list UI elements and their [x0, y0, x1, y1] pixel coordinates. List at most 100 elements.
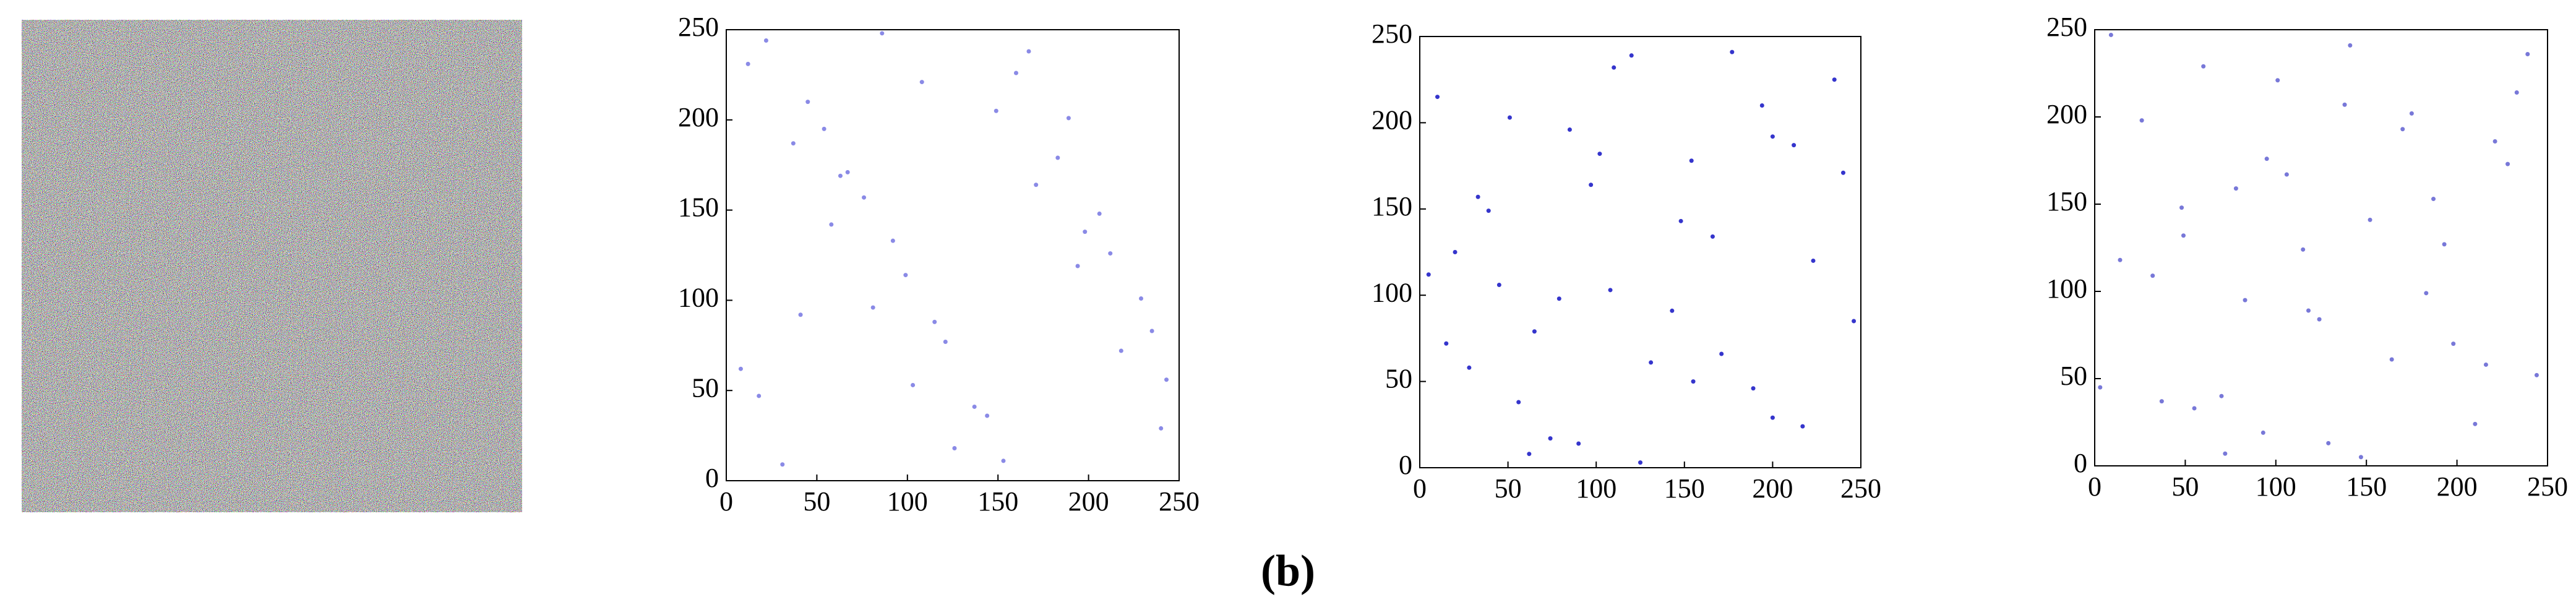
x-tick-label: 50 [1495, 473, 1522, 504]
x-tick-label: 200 [1752, 473, 1793, 504]
y-tick-label: 0 [2074, 448, 2087, 478]
point [1516, 400, 1521, 405]
point [838, 173, 843, 178]
point [2317, 317, 2322, 322]
point [2264, 157, 2269, 161]
point [738, 366, 743, 371]
point [2534, 372, 2539, 377]
point [1013, 71, 1018, 75]
point [2525, 51, 2530, 56]
point [2451, 342, 2456, 346]
x-tick-label: 200 [1068, 486, 1109, 517]
point [1118, 348, 1123, 353]
point [1467, 365, 1472, 370]
point [2514, 90, 2519, 95]
point [1792, 143, 1797, 148]
point [2492, 139, 2497, 144]
point [903, 273, 908, 278]
point [1612, 65, 1616, 70]
y-tick-label: 150 [2046, 186, 2087, 217]
x-tick-label: 250 [2527, 471, 2568, 502]
point [2431, 197, 2436, 202]
y-tick-label: 250 [1372, 19, 1412, 49]
point [1159, 426, 1164, 431]
point [1527, 452, 1532, 457]
point [2389, 357, 2394, 362]
x-tick-label: 0 [2088, 471, 2102, 502]
x-tick-label: 100 [887, 486, 928, 517]
point [780, 462, 785, 467]
point [2409, 111, 2414, 116]
point [2233, 186, 2238, 191]
point [2368, 217, 2372, 222]
point [805, 100, 810, 105]
point [1532, 329, 1537, 334]
plot-frame [2094, 29, 2548, 466]
encrypted-image [22, 20, 522, 512]
point [2358, 455, 2363, 460]
point [1444, 341, 1449, 346]
y-tick-label: 50 [2060, 361, 2087, 391]
point [2260, 430, 2265, 435]
point [798, 312, 803, 317]
x-tick-label: 50 [2171, 471, 2199, 502]
point [1759, 103, 1764, 108]
point [1083, 230, 1088, 234]
point [1556, 296, 1561, 301]
point [2192, 406, 2197, 411]
point [2442, 242, 2447, 247]
point [1689, 158, 1694, 163]
point [1691, 379, 1696, 384]
point [2150, 273, 2155, 278]
y-tick-label: 100 [1372, 277, 1412, 307]
point [1475, 194, 1480, 199]
y-tick-label: 200 [678, 102, 719, 132]
point [1426, 272, 1431, 277]
point [985, 413, 990, 418]
point [2181, 233, 2186, 238]
point [2342, 102, 2347, 107]
point [791, 141, 796, 146]
point [1026, 49, 1031, 54]
point [1710, 234, 1715, 239]
point [1149, 329, 1154, 333]
point [1770, 134, 1775, 139]
point [2483, 362, 2488, 367]
point [1811, 258, 1816, 263]
point [911, 382, 916, 387]
point [1507, 115, 1512, 120]
x-tick-label: 250 [1159, 486, 1200, 517]
point [890, 238, 895, 243]
y-tick-label: 50 [692, 372, 719, 403]
x-tick-label: 150 [2346, 471, 2387, 502]
point [1034, 183, 1039, 187]
point [1832, 77, 1837, 82]
point [1435, 95, 1440, 100]
point [880, 31, 885, 36]
point [1548, 436, 1553, 441]
point [1001, 458, 1006, 463]
point [2400, 127, 2405, 132]
point [2219, 393, 2224, 398]
x-tick-label: 0 [1413, 473, 1427, 504]
point [1075, 264, 1080, 268]
point [845, 170, 850, 174]
point [2098, 385, 2103, 390]
point [1800, 424, 1805, 429]
point [1678, 218, 1683, 223]
point [829, 222, 834, 227]
point [1066, 116, 1071, 121]
point [2223, 451, 2228, 456]
y-tick-label: 250 [2046, 12, 2087, 42]
x-tick-label: 0 [719, 486, 733, 517]
point [2326, 440, 2331, 445]
point [1629, 53, 1634, 58]
plot-frame [1419, 36, 1861, 468]
point [972, 404, 977, 409]
point [1840, 170, 1845, 175]
x-tick-label: 150 [977, 486, 1018, 517]
point [822, 126, 826, 131]
point [1567, 127, 1572, 132]
point [932, 319, 937, 324]
